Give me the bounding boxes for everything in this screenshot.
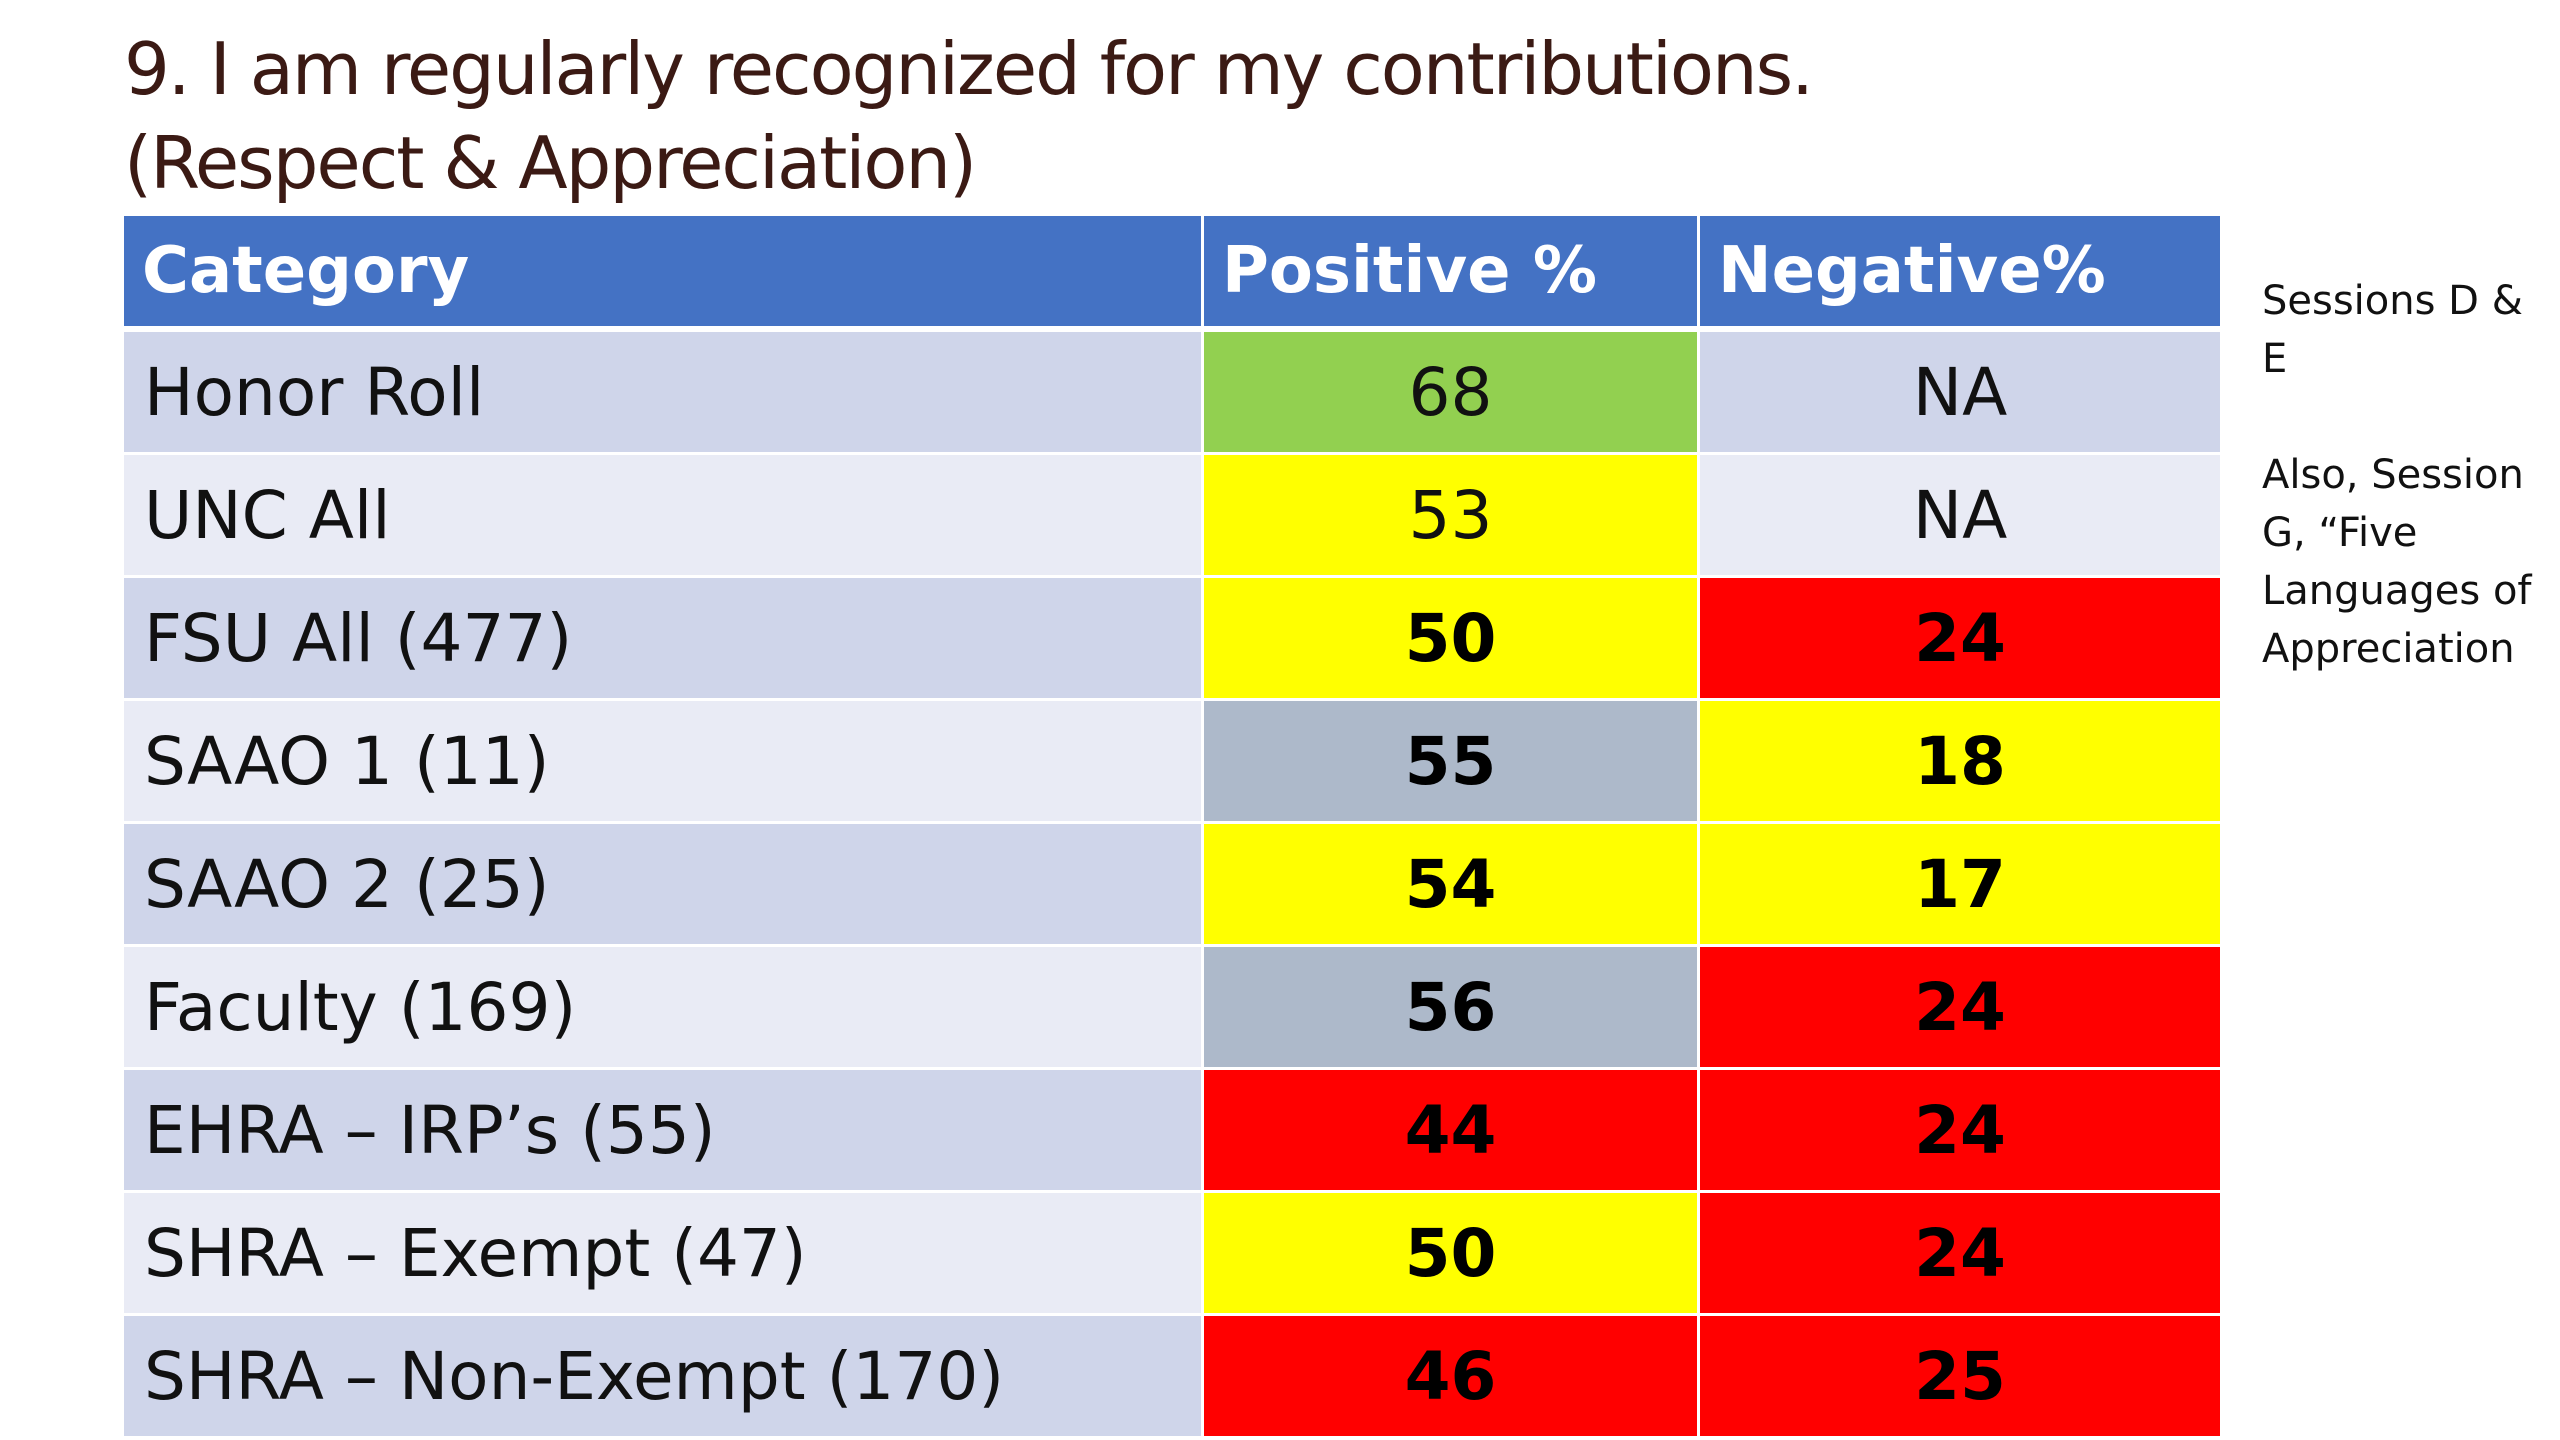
positive-cell: 46 [1204,1316,1700,1439]
note-sessions: Sessions D & E [2262,278,2523,382]
negative-cell: 24 [1700,578,2220,701]
negative-cell: 24 [1700,1193,2220,1316]
positive-cell: 53 [1204,455,1700,578]
slide-title-line-1: 9. I am regularly recognized for my cont… [124,27,1814,111]
negative-cell: 24 [1700,1070,2220,1193]
negative-cell: 18 [1700,701,2220,824]
table-body: Honor Roll 68 NA UNC All 53 NA FSU All (… [124,332,2220,1439]
table-row: UNC All 53 NA [124,455,2220,578]
negative-cell: 24 [1700,947,2220,1070]
table-row: SAAO 1 (11) 55 18 [124,701,2220,824]
positive-cell: 50 [1204,578,1700,701]
slide-title-line-2: (Respect & Appreciation) [124,121,977,205]
positive-cell: 54 [1204,824,1700,947]
category-cell: Faculty (169) [124,947,1204,1070]
category-cell: FSU All (477) [124,578,1204,701]
positive-cell: 56 [1204,947,1700,1070]
column-header-negative: Negative% [1700,216,2220,332]
side-notes: Sessions D & E Also, Session G, “Five La… [2262,272,2542,736]
table-row: Faculty (169) 56 24 [124,947,2220,1070]
note-also-session: Also, Session G, “Five Languages of Appr… [2262,452,2532,672]
table-row: SHRA – Exempt (47) 50 24 [124,1193,2220,1316]
category-cell: SHRA – Exempt (47) [124,1193,1204,1316]
table-row: EHRA – IRP’s (55) 44 24 [124,1070,2220,1193]
negative-cell: 17 [1700,824,2220,947]
negative-cell: NA [1700,455,2220,578]
negative-cell: NA [1700,332,2220,455]
category-cell: SAAO 2 (25) [124,824,1204,947]
category-cell: SAAO 1 (11) [124,701,1204,824]
positive-cell: 50 [1204,1193,1700,1316]
table-row: FSU All (477) 50 24 [124,578,2220,701]
table-header-row: Category Positive % Negative% [124,216,2220,332]
positive-cell: 55 [1204,701,1700,824]
negative-cell: 25 [1700,1316,2220,1439]
category-cell: SHRA – Non-Exempt (170) [124,1316,1204,1439]
results-table: Category Positive % Negative% Honor Roll… [124,216,2220,1439]
category-cell: Honor Roll [124,332,1204,455]
table-row: Honor Roll 68 NA [124,332,2220,455]
positive-cell: 44 [1204,1070,1700,1193]
slide-title: 9. I am regularly recognized for my cont… [124,22,2224,210]
column-header-positive: Positive % [1204,216,1700,332]
category-cell: EHRA – IRP’s (55) [124,1070,1204,1193]
table-row: SHRA – Non-Exempt (170) 46 25 [124,1316,2220,1439]
positive-cell: 68 [1204,332,1700,455]
category-cell: UNC All [124,455,1204,578]
column-header-category: Category [124,216,1204,332]
table-row: SAAO 2 (25) 54 17 [124,824,2220,947]
